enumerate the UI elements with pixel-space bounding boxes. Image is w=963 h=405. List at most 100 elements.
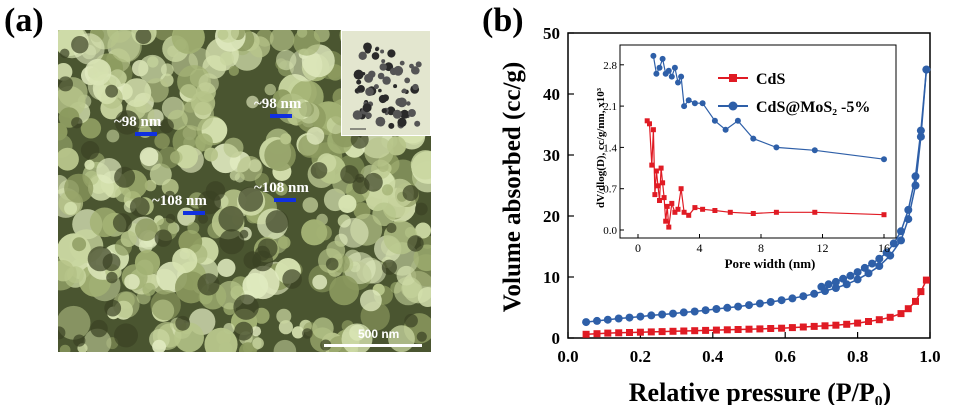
tem-particle xyxy=(352,110,363,120)
data-point xyxy=(767,325,775,332)
sem-particle xyxy=(223,137,244,158)
data-point xyxy=(810,289,819,298)
inset-data-point xyxy=(660,180,666,186)
data-point xyxy=(821,322,829,330)
sem-shadow xyxy=(340,165,359,184)
data-point xyxy=(865,318,872,325)
tem-particle xyxy=(392,109,402,119)
inset-data-point xyxy=(652,192,658,198)
sem-shadow xyxy=(243,251,262,270)
tem-particle xyxy=(375,116,386,127)
inset-x-tick-label: 4 xyxy=(697,241,703,255)
sem-shadow xyxy=(310,162,328,179)
inset-data-point xyxy=(681,209,687,215)
inset-data-point xyxy=(722,126,729,133)
sem-particle xyxy=(269,30,295,52)
inset-data-point xyxy=(665,67,672,74)
inset-data-point xyxy=(655,183,661,189)
sem-particle xyxy=(154,133,170,149)
size-annotation-2: ~98 nm xyxy=(254,96,302,112)
tem-inset xyxy=(341,30,431,136)
data-point xyxy=(690,307,699,316)
sem-particle xyxy=(301,219,328,246)
inset-data-point xyxy=(650,52,657,59)
inset-y-tick-label: 2.8 xyxy=(603,60,617,72)
series-line-0 xyxy=(586,279,928,336)
inset-y-tick-label: 2.1 xyxy=(603,101,617,113)
sem-particle xyxy=(274,182,288,196)
legend-label-cds-mos2: CdS@MoS₂ -5% xyxy=(756,99,870,116)
sem-particle xyxy=(251,326,262,337)
inset-data-point xyxy=(700,206,706,212)
tem-particle xyxy=(393,84,398,89)
tem-particle xyxy=(379,63,387,71)
sem-particle xyxy=(64,201,78,215)
sem-particle xyxy=(276,49,297,71)
tem-particle xyxy=(365,112,372,119)
sem-shadow xyxy=(302,328,313,339)
inset-data-point xyxy=(675,79,681,86)
sem-particle xyxy=(264,139,296,172)
inset-data-point xyxy=(650,127,656,133)
sem-shadow xyxy=(159,118,174,134)
sem-shadow xyxy=(112,213,132,233)
tem-particle xyxy=(363,42,372,52)
inset-data-point xyxy=(659,55,666,62)
sem-shadow xyxy=(265,210,289,234)
data-point xyxy=(897,227,905,236)
main-plot-frame xyxy=(567,32,931,339)
inset-data-point xyxy=(681,103,688,110)
sem-shadow xyxy=(238,186,264,212)
inset-y-axis-label: dV/dlog(D), cc/g/nm, x10³ xyxy=(595,87,607,208)
data-point xyxy=(745,301,753,310)
sem-particle xyxy=(229,170,241,181)
inset-data-point xyxy=(678,186,684,192)
inset-data-point xyxy=(664,203,670,209)
sem-shadow xyxy=(115,110,140,135)
data-point xyxy=(625,313,634,322)
sem-particle xyxy=(122,78,152,107)
size-annotation-4: ~108 nm xyxy=(254,180,309,196)
data-point xyxy=(766,298,775,306)
sem-particle xyxy=(228,65,239,76)
inset-data-point xyxy=(663,218,669,224)
sem-shadow xyxy=(102,253,121,272)
data-point xyxy=(889,239,898,248)
sem-particle xyxy=(187,222,200,234)
sem-particle xyxy=(280,133,292,145)
sem-particle xyxy=(291,326,305,339)
inset-data-point xyxy=(734,117,741,124)
data-point xyxy=(875,254,884,263)
tem-particle xyxy=(393,65,404,76)
sem-particle xyxy=(139,147,159,167)
sem-particle xyxy=(415,222,431,239)
sem-particle xyxy=(220,51,234,66)
inset-data-point xyxy=(653,168,659,174)
sem-particle xyxy=(417,287,431,307)
sem-particle xyxy=(72,237,87,252)
x-tick-label: 0.8 xyxy=(847,347,868,366)
inset-data-point xyxy=(686,212,692,218)
y-tick-label: 30 xyxy=(543,146,560,165)
x-tick-label: 1.0 xyxy=(919,347,940,366)
sem-particle xyxy=(195,133,213,152)
data-point xyxy=(832,321,840,329)
data-point xyxy=(839,274,848,283)
inset-data-point xyxy=(692,205,698,211)
sem-shadow xyxy=(165,213,176,224)
tem-particle xyxy=(356,79,362,85)
sem-particle xyxy=(191,91,216,116)
sem-particle xyxy=(58,260,74,282)
sem-shadow xyxy=(59,48,70,59)
sem-particle xyxy=(264,83,276,96)
tem-particle xyxy=(397,97,407,108)
tem-particle xyxy=(362,103,372,113)
sem-particle xyxy=(217,258,236,277)
sem-particle xyxy=(58,122,68,141)
inset-data-point xyxy=(711,117,718,124)
data-point xyxy=(917,288,925,296)
inset-data-point xyxy=(678,73,685,80)
inset-data-point xyxy=(811,147,818,154)
